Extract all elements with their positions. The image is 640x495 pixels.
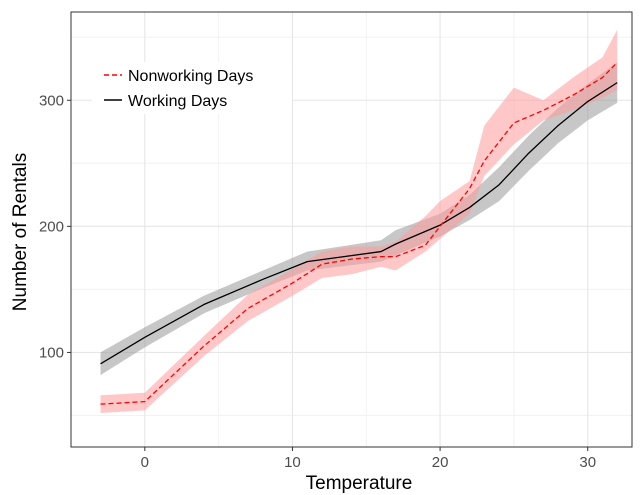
x-tick-label: 20 — [432, 454, 449, 471]
y-axis-title: Number of Rentals — [10, 153, 31, 311]
legend-background — [92, 62, 292, 114]
series-line-nonworking-days — [100, 61, 618, 405]
legend: Nonworking Days Working Days — [92, 62, 292, 114]
axis-ticks — [67, 99, 589, 451]
legend-label-nonworking: Nonworking Days — [128, 68, 253, 85]
y-tick-label: 200 — [39, 218, 64, 235]
series-lines — [100, 61, 618, 405]
confidence-bands — [100, 29, 618, 413]
tick-labels: 0 10 20 30 100 200 300 — [39, 92, 596, 471]
legend-label-working: Working Days — [128, 93, 227, 110]
confidence-band-working-days — [100, 62, 618, 376]
series-line-working-days — [100, 82, 618, 365]
y-tick-label: 100 — [39, 344, 64, 361]
x-axis-title: Temperature — [306, 473, 413, 494]
x-tick-label: 10 — [284, 454, 301, 471]
plot-panel-border — [70, 11, 633, 448]
y-tick-label: 300 — [39, 92, 64, 109]
x-tick-label: 30 — [579, 454, 596, 471]
confidence-band-nonworking-days — [100, 29, 618, 413]
x-tick-label: 0 — [141, 454, 149, 471]
